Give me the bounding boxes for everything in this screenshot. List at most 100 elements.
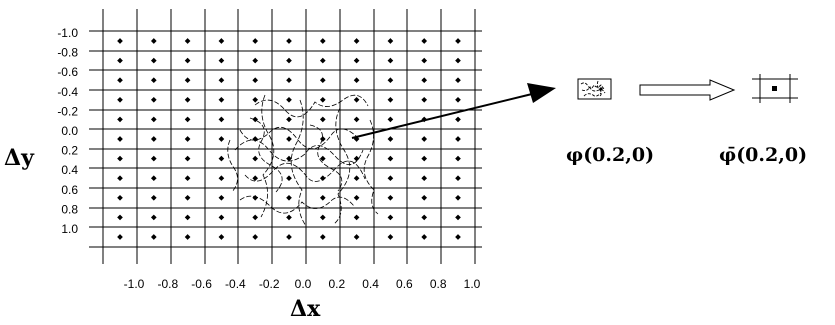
y-tick-label: -0.4 [57, 85, 78, 99]
sample-dot [286, 234, 292, 240]
clean-patch-label: φ̄(0.2,0) [719, 144, 807, 166]
sample-dot [184, 38, 191, 44]
sample-dot [218, 136, 225, 142]
sample-dot [286, 96, 292, 103]
sample-dot [421, 38, 428, 44]
sample-dot [286, 214, 292, 221]
sample-dot [387, 96, 394, 103]
extraction-arrow [351, 83, 556, 139]
sample-dot [252, 57, 259, 64]
y-tick-label: -0.8 [57, 46, 78, 60]
sample-dot [387, 194, 394, 201]
sample-dot [117, 57, 123, 64]
sample-dot [455, 234, 461, 240]
x-tick-label: 0.0 [295, 277, 312, 291]
sample-dot [218, 155, 225, 162]
sample-dot [421, 77, 428, 84]
sample-dot [184, 57, 191, 64]
sample-dot [319, 77, 326, 84]
sample-dot [455, 214, 461, 221]
sample-dot [421, 175, 428, 182]
y-tick-label: -0.6 [57, 65, 78, 79]
sample-dot [387, 77, 394, 84]
sample-dot [421, 96, 428, 103]
sample-dot [353, 38, 360, 44]
sample-dot [455, 116, 461, 123]
sample-dot [387, 214, 394, 221]
sample-dot [455, 77, 461, 84]
sample-dot [387, 155, 394, 162]
sample-dot [286, 175, 292, 182]
x-tick-label: 0.4 [362, 277, 379, 291]
sample-dot [218, 194, 225, 201]
sample-dot [455, 38, 461, 44]
sample-dot [286, 57, 292, 64]
y-tick-labels: -1.0 -0.8 -0.6 -0.4 -0.2 0.0 0.2 0.4 0.6 0.8 1.0 [57, 26, 78, 236]
hollow-arrow [639, 79, 736, 101]
sample-dot [455, 96, 461, 103]
sample-dot [353, 96, 360, 103]
sample-dot [387, 38, 394, 44]
sample-dot [387, 234, 394, 240]
x-tick-label: -1.0 [124, 277, 145, 291]
scribble-stroke [227, 139, 238, 193]
sample-dot [353, 175, 360, 182]
sample-dot [117, 116, 123, 123]
sample-dot [421, 234, 428, 240]
sampling-grid [89, 9, 482, 264]
sample-dot [319, 38, 326, 44]
scribble-stroke [234, 139, 364, 165]
sample-dot [117, 136, 123, 142]
sample-dot [184, 194, 191, 201]
x-tick-label: -0.8 [157, 277, 178, 291]
y-axis-title: Δy [4, 145, 35, 171]
x-tick-label: -0.4 [225, 277, 246, 291]
scribble-stroke [249, 117, 283, 193]
sample-dot [319, 175, 326, 182]
scribble-stroke [363, 119, 379, 215]
x-tick-label: 0.2 [328, 277, 345, 291]
sample-dot [218, 77, 225, 84]
sample-dot [218, 214, 225, 221]
sample-dot [150, 175, 157, 182]
sample-dot [421, 155, 428, 162]
sample-dot [455, 57, 461, 64]
sample-dot [252, 234, 259, 240]
sample-dot [117, 234, 123, 240]
sample-dot [286, 155, 292, 162]
sample-dot [252, 214, 259, 221]
sample-dot [421, 214, 428, 221]
sample-dot [117, 77, 123, 84]
sample-dot [286, 116, 292, 123]
sample-dot [455, 155, 461, 162]
sample-dot [319, 116, 326, 123]
sample-dot [218, 116, 225, 123]
sample-dot [353, 77, 360, 84]
scribble-stroke [290, 99, 307, 227]
sample-dot [184, 175, 191, 182]
sample-dot [150, 38, 157, 44]
sample-dot [184, 214, 191, 221]
sample-dot [421, 194, 428, 201]
sample-dot [319, 214, 326, 221]
sample-dot [150, 214, 157, 221]
scribble-stroke [244, 160, 366, 182]
sample-dot [252, 116, 259, 123]
sample-dot [455, 175, 461, 182]
sample-dot [455, 136, 461, 142]
sample-dot [252, 194, 259, 201]
sample-dot [150, 194, 157, 201]
sample-dot [387, 175, 394, 182]
sample-dot [150, 96, 157, 103]
sample-dot [319, 57, 326, 64]
sample-dot [455, 194, 461, 201]
sample-dot [117, 96, 123, 103]
sample-dot [286, 77, 292, 84]
y-tick-label: 0.4 [61, 163, 78, 177]
scribble-stroke [239, 126, 359, 149]
sample-dot [353, 155, 360, 162]
sample-dot [387, 57, 394, 64]
sample-dot [319, 194, 326, 201]
sample-dot [353, 214, 360, 221]
